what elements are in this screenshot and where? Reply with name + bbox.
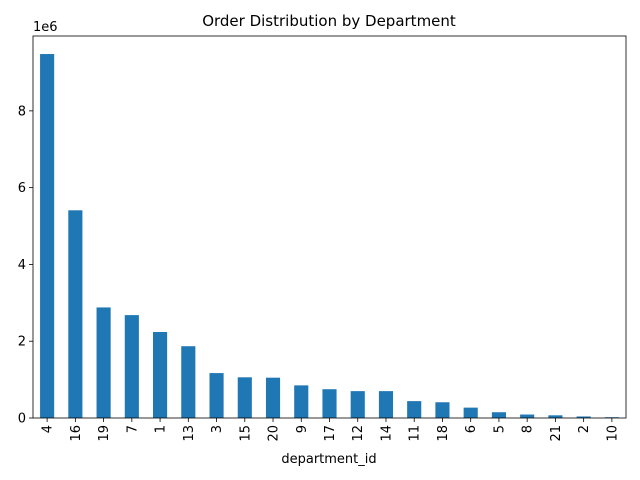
bar-8 xyxy=(520,414,535,418)
x-tick-label: 12 xyxy=(351,425,366,442)
x-tick-label: 6 xyxy=(464,425,479,433)
bar-11 xyxy=(407,401,422,418)
x-tick-label: 5 xyxy=(492,425,507,433)
y-axis-ticks: 0 2 4 6 8 xyxy=(18,104,33,427)
plot-frame xyxy=(32,35,627,419)
bar-5 xyxy=(491,412,506,418)
bar-6 xyxy=(463,407,478,418)
y-tick-label: 4 xyxy=(18,258,26,273)
x-tick-label: 7 xyxy=(125,425,140,433)
y-tick-label: 6 xyxy=(18,181,26,196)
bar-17 xyxy=(322,389,337,418)
x-tick-label: 20 xyxy=(267,425,282,442)
x-tick-label: 2 xyxy=(577,425,592,433)
bar-2 xyxy=(576,416,591,418)
bar-3 xyxy=(209,373,224,418)
x-tick-label: 9 xyxy=(295,425,310,433)
bar-18 xyxy=(435,402,450,418)
x-tick-label: 4 xyxy=(41,425,56,433)
x-tick-label: 17 xyxy=(323,425,338,442)
bar-19 xyxy=(96,307,111,418)
bar-16 xyxy=(68,210,83,418)
x-tick-label: 11 xyxy=(408,425,423,442)
x-tick-label: 18 xyxy=(436,425,451,442)
x-tick-label: 1 xyxy=(154,425,169,433)
bar-13 xyxy=(181,346,196,418)
x-tick-label: 15 xyxy=(238,425,253,442)
bar-4 xyxy=(40,54,55,418)
x-tick-label: 13 xyxy=(182,425,197,442)
bar-12 xyxy=(350,391,365,418)
y-tick-label: 8 xyxy=(18,104,26,119)
bar-21 xyxy=(548,415,563,418)
x-tick-label: 16 xyxy=(69,425,84,442)
bar-7 xyxy=(124,315,139,418)
x-tick-label: 10 xyxy=(605,425,620,442)
bar-1 xyxy=(153,332,168,418)
x-axis-label: department_id xyxy=(281,452,376,467)
bar-9 xyxy=(294,385,309,418)
axes-frame xyxy=(32,35,627,419)
x-tick-label: 19 xyxy=(97,425,112,442)
x-axis-ticks: 4 16 19 7 1 13 3 15 20 9 17 12 14 11 18 6 5 8 21 2 10 xyxy=(41,418,620,442)
y-tick-label: 2 xyxy=(18,335,26,350)
x-tick-label: 8 xyxy=(521,425,536,433)
y-tick-label: 0 xyxy=(18,412,26,427)
x-tick-label: 3 xyxy=(210,425,225,433)
bar-20 xyxy=(265,377,281,418)
y-axis-offset-text: 1e6 xyxy=(33,20,58,35)
bar-15 xyxy=(237,377,252,418)
bar-14 xyxy=(378,391,394,418)
x-tick-label: 14 xyxy=(379,425,394,442)
bars-group xyxy=(40,54,619,418)
x-tick-label: 21 xyxy=(549,425,564,442)
chart-title: Order Distribution by Department xyxy=(202,12,456,30)
